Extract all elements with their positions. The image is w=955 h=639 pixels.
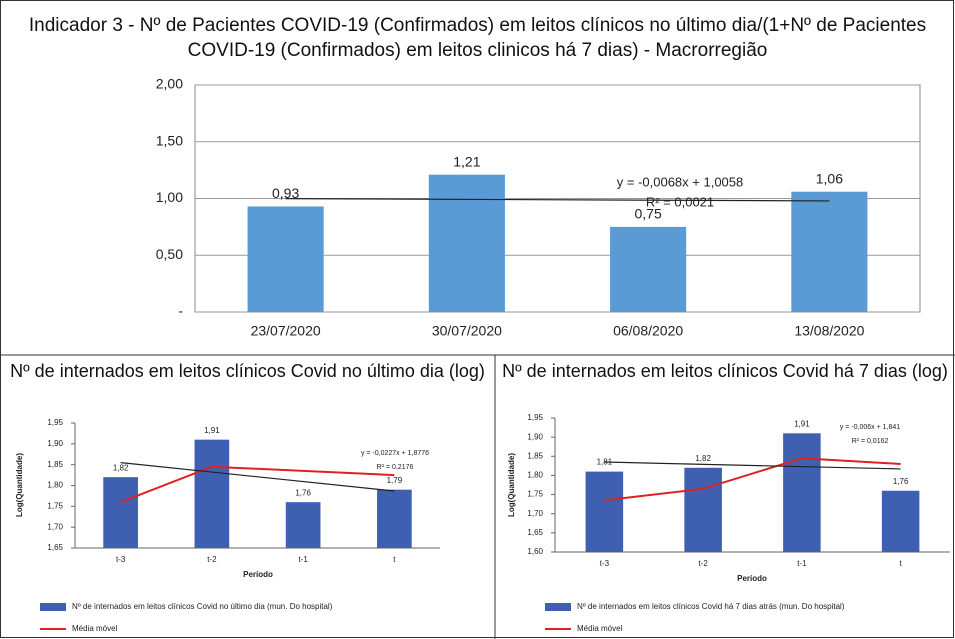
x-axis-label: Período (243, 570, 273, 579)
x-tick-label: t-3 (116, 555, 126, 564)
y-tick-label: 1,50 (156, 132, 183, 148)
y-tick-label: 1,75 (527, 490, 543, 499)
x-tick-label: t (900, 559, 903, 568)
y-tick-label: 1,65 (527, 528, 543, 537)
bar (881, 490, 920, 552)
y-tick-label: 2,00 (156, 76, 183, 92)
bar (585, 471, 624, 552)
y-tick-label: 1,90 (47, 439, 63, 448)
moving-average-line (604, 457, 901, 502)
y-tick-label: 0,50 (156, 246, 183, 262)
y-tick-label: 1,75 (47, 501, 63, 510)
trendline-equation: y = -0,0068x + 1,0058 (617, 174, 743, 189)
chart-title: Indicador 3 - Nº de Pacientes COVID-19 (… (28, 15, 927, 61)
bar (791, 191, 868, 312)
legend-label: Nº de internados em leitos clínicos Covi… (72, 602, 333, 611)
trendline (604, 461, 901, 470)
y-tick-label: 1,65 (47, 543, 63, 552)
legend-label: Média móvel (72, 624, 118, 633)
data-label: 0,75 (635, 206, 662, 222)
x-tick-label: t-3 (600, 559, 610, 568)
legend-swatch (40, 603, 66, 611)
y-tick-label: 1,95 (47, 418, 63, 427)
x-tick-label: 23/07/2020 (251, 323, 321, 339)
bar (103, 477, 138, 548)
data-label: 1,21 (453, 153, 480, 169)
data-label: 1,06 (816, 170, 843, 186)
y-tick-label: 1,00 (156, 189, 183, 205)
legend-swatch (545, 603, 571, 611)
data-label: 1,82 (113, 463, 129, 472)
x-tick-label: 30/07/2020 (432, 323, 502, 339)
x-tick-label: t-1 (797, 559, 807, 568)
data-label: 1,76 (893, 477, 909, 486)
y-axis-label: Log(Quantidade) (507, 453, 516, 517)
legend-label: Média móvel (577, 624, 623, 633)
y-tick-label: 1,70 (527, 509, 543, 518)
bar (428, 174, 505, 312)
data-label: 1,91 (794, 419, 810, 428)
y-tick-label: 1,70 (47, 522, 63, 531)
bar (285, 502, 321, 548)
trendline (285, 198, 830, 202)
x-tick-label: 06/08/2020 (613, 323, 683, 339)
data-label: 1,91 (204, 426, 220, 435)
data-label: 1,76 (295, 488, 311, 497)
y-tick-label: 1,80 (47, 481, 63, 490)
trendline-r-squared: R² = 0,2176 (377, 464, 414, 471)
y-tick-label: 1,85 (47, 460, 63, 469)
x-tick-label: t (393, 555, 396, 564)
data-label: 1,82 (695, 454, 711, 463)
x-tick-label: 13/08/2020 (794, 323, 864, 339)
x-tick-label: t-1 (298, 555, 308, 564)
x-axis-label: Período (737, 574, 767, 583)
bar (377, 489, 412, 548)
y-tick-label: 1,60 (527, 547, 543, 556)
chart-title: Nº de internados em leitos clínicos Covi… (10, 361, 485, 381)
bar (610, 226, 687, 312)
chart-title: Nº de internados em leitos clínicos Covi… (502, 361, 948, 381)
y-tick-label: 1,80 (527, 471, 543, 480)
data-label: 1,79 (387, 476, 403, 485)
bar (684, 467, 722, 552)
y-tick-label: 1,90 (527, 432, 543, 441)
data-label: 0,93 (272, 185, 299, 201)
trendline-equation: y = -0,0227x + 1,8776 (361, 450, 429, 457)
bar (247, 206, 324, 312)
y-tick-label: - (178, 303, 183, 319)
moving-average-line (120, 465, 395, 504)
trendline-r-squared: R² = 0,0162 (852, 438, 889, 445)
y-axis-label: Log(Quantidade) (15, 453, 24, 517)
y-tick-label: 1,85 (527, 451, 543, 460)
legend-label: Nº de internados em leitos clínicos Covi… (577, 602, 845, 611)
x-tick-label: t-2 (207, 555, 217, 564)
trendline (120, 462, 395, 492)
trendline-equation: y = -0,006x + 1,841 (840, 424, 900, 431)
trendline-r-squared: R² = 0,0021 (646, 194, 714, 209)
y-tick-label: 1,95 (527, 413, 543, 422)
bar (194, 439, 230, 548)
x-tick-label: t-2 (698, 559, 708, 568)
bar (783, 433, 821, 552)
